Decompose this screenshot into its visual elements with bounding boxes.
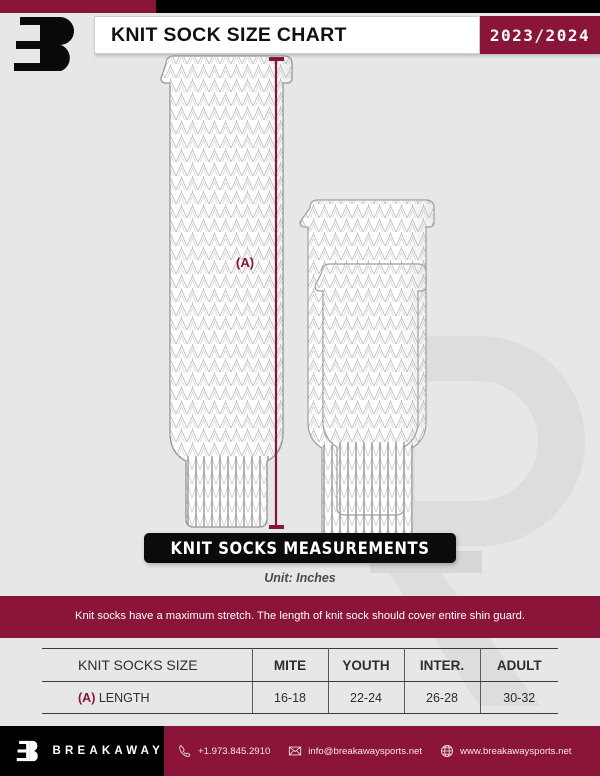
measure-line-a bbox=[269, 57, 284, 529]
breakaway-b-logo-icon bbox=[14, 17, 74, 71]
header-cell-youth: YOUTH bbox=[328, 648, 405, 682]
footer-website-text: www.breakawaysports.net bbox=[460, 745, 572, 757]
page-title: KNIT SOCK SIZE CHART bbox=[111, 23, 347, 46]
breakaway-b-logo-icon-footer bbox=[16, 740, 38, 762]
size-table: KNIT SOCKS SIZE MITE YOUTH INTER. ADULT … bbox=[42, 648, 558, 714]
stretch-note: Knit socks have a maximum stretch. The l… bbox=[0, 596, 600, 638]
footer-website[interactable]: www.breakawaysports.net bbox=[440, 744, 571, 758]
footer-phone-text: +1.973.845.2910 bbox=[198, 745, 271, 757]
season-badge: 2023/2024 bbox=[480, 16, 600, 54]
envelope-icon bbox=[289, 746, 302, 756]
header-cell-adult: ADULT bbox=[480, 648, 558, 682]
header-cell-mite: MITE bbox=[252, 648, 329, 682]
top-strip-black bbox=[156, 0, 600, 13]
row-label-text: LENGTH bbox=[95, 690, 150, 705]
cell-adult-length: 30-32 bbox=[480, 681, 558, 714]
footer-email[interactable]: info@breakawaysports.net bbox=[288, 744, 422, 758]
sock-large bbox=[160, 55, 293, 528]
header-cell-size: KNIT SOCKS SIZE bbox=[42, 648, 253, 682]
footer-brand-name: BREAKAWAY bbox=[52, 745, 164, 757]
unit-label: Unit: Inches bbox=[264, 571, 336, 585]
phone-icon bbox=[179, 745, 191, 757]
cell-inter-length: 26-28 bbox=[404, 681, 481, 714]
table-row: (A) LENGTH 16-18 22-24 26-28 30-32 bbox=[42, 681, 558, 714]
cell-youth-length: 22-24 bbox=[328, 681, 405, 714]
measure-label-a: (A) bbox=[236, 255, 255, 270]
footer-email-text: info@breakawaysports.net bbox=[308, 745, 423, 757]
row-tag-a: (A) bbox=[78, 690, 96, 705]
globe-icon bbox=[441, 745, 453, 757]
cell-mite-length: 16-18 bbox=[252, 681, 329, 714]
footer-brand-block: BREAKAWAY bbox=[0, 726, 164, 776]
row-label-length: (A) LENGTH bbox=[42, 681, 253, 714]
footer-phone[interactable]: +1.973.845.2910 bbox=[178, 744, 270, 758]
footer-contact-block: +1.973.845.2910 info@breakawaysports.net… bbox=[164, 726, 600, 776]
measurements-banner: KNIT SOCKS MEASUREMENTS bbox=[144, 533, 456, 563]
table-header-row: KNIT SOCKS SIZE MITE YOUTH INTER. ADULT bbox=[42, 648, 558, 682]
page-title-box: KNIT SOCK SIZE CHART bbox=[94, 16, 480, 54]
top-strip-maroon bbox=[0, 0, 156, 13]
sock-illustration bbox=[160, 55, 435, 535]
header-cell-inter: INTER. bbox=[404, 648, 481, 682]
